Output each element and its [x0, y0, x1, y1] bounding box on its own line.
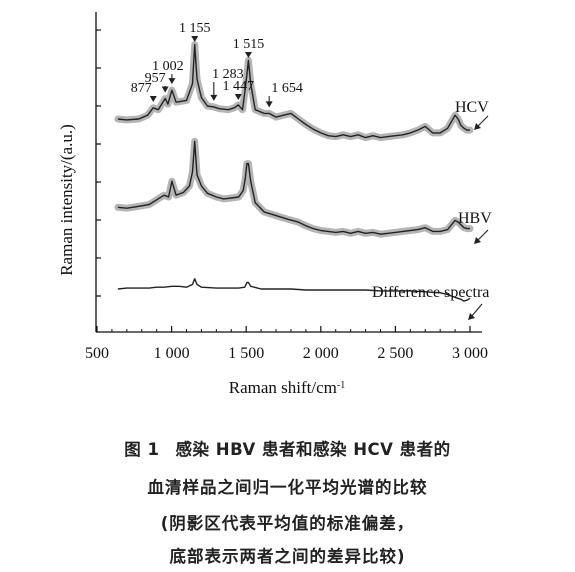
figure-caption-line4: 底部表示两者之间的差异比较)	[169, 547, 406, 566]
peak-label: 957	[145, 71, 166, 86]
x-axis-label-text: Raman shift/cm	[229, 378, 337, 397]
figure-number: 图 1	[124, 440, 160, 459]
figure-caption-line1: 图 1 感染 HBV 患者和感染 HCV 患者的	[0, 436, 575, 460]
peak-label: 877	[131, 81, 152, 96]
series-label-arrow-head	[474, 237, 481, 244]
series-label: HCV	[455, 99, 489, 116]
peak-label: 1 002	[152, 59, 184, 74]
caption-title: 感染 HBV 患者和感染 HCV 患者的	[175, 440, 451, 459]
x-axis-label-superscript: -1	[337, 380, 345, 391]
series-line-hcv	[117, 43, 470, 139]
x-tick-label: 3 000	[452, 345, 488, 362]
peak-arrow-head	[191, 36, 199, 42]
series-label-arrow-head	[468, 313, 475, 320]
series-line-hbv	[117, 140, 470, 235]
peak-arrow-head	[234, 94, 242, 100]
spectra-lines	[117, 43, 471, 302]
figure-caption-line3: (阴影区代表平均值的标准偏差，	[160, 514, 415, 533]
y-axis-label: Raman intensity/(a.u.)	[57, 124, 76, 276]
series-label: HBV	[458, 210, 492, 227]
x-tick-label: 1 500	[228, 345, 264, 362]
peak-arrow-head	[168, 78, 176, 85]
x-tick-label: 500	[85, 345, 109, 362]
peak-arrow-head	[149, 96, 157, 102]
peak-arrow-head	[244, 52, 252, 58]
series-label-arrow	[476, 229, 489, 242]
x-tick-label: 2 000	[303, 345, 339, 362]
x-tick-label: 2 500	[377, 345, 413, 362]
peak-label: 1 283	[212, 67, 244, 82]
axes: 500 1 000 1 500 2 000 2 500 3 000	[85, 12, 488, 362]
peak-arrow-head	[161, 86, 169, 93]
peak-label: 1 447	[223, 79, 255, 94]
series-line-difference-spectra	[117, 278, 471, 302]
peak-label: 1 155	[179, 21, 211, 36]
series-label: Difference spectra	[372, 284, 489, 301]
series-labels: HCV HBV Difference spectra	[372, 99, 492, 320]
series-label-arrow	[470, 303, 483, 318]
series-label-arrow	[476, 115, 489, 128]
x-axis-label: Raman shift/cm-1	[229, 378, 345, 397]
peak-label: 1 654	[271, 81, 303, 96]
series-label-arrow-head	[474, 123, 481, 130]
peak-arrow-head	[210, 94, 218, 101]
x-tick-label: 1 000	[154, 345, 190, 362]
figure-caption-line2: 血清样品之间归一化平均光谱的比较	[147, 478, 428, 497]
peak-label: 1 515	[233, 37, 265, 52]
peak-arrow-head	[265, 101, 273, 108]
